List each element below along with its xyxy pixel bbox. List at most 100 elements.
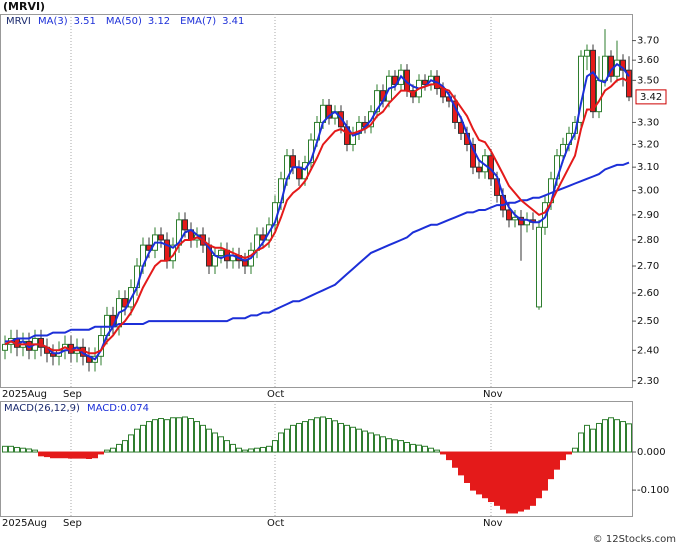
x-tick-label: Sep — [63, 518, 82, 529]
x-tick-label: Oct — [267, 518, 284, 529]
x-tick-label: Nov — [483, 389, 503, 400]
macd-bar — [554, 451, 560, 470]
legend-name: EMA(7) — [180, 16, 216, 27]
macd-bar — [74, 451, 80, 459]
macd-bar — [140, 424, 146, 453]
macd-bar — [476, 451, 482, 495]
candle-body — [290, 155, 296, 168]
macd-bar — [548, 451, 554, 480]
macd-bar — [524, 451, 530, 510]
macd-bar — [488, 451, 494, 503]
y-tick-label: 3.60 — [637, 55, 659, 66]
macd-bar — [110, 447, 116, 453]
macd-bar — [482, 451, 488, 499]
macd-bar — [326, 418, 332, 453]
candle-body — [584, 49, 590, 57]
y-tick-label: 3.00 — [637, 186, 659, 197]
y-tick-label: 2.60 — [637, 288, 659, 299]
macd-bar — [50, 451, 56, 459]
macd-bar — [284, 428, 290, 453]
legend-name: MA(50) — [106, 16, 142, 27]
x-tick-label: Sep — [63, 389, 82, 400]
macd-bar — [578, 432, 584, 453]
macd-bar — [530, 451, 536, 506]
macd-bar — [314, 417, 320, 453]
candle-body — [374, 90, 380, 113]
macd-bar — [242, 449, 248, 453]
macd-bar — [182, 416, 188, 453]
macd-bar — [398, 440, 404, 453]
candle-body — [620, 59, 626, 71]
candle-body — [302, 162, 308, 180]
macd-bar — [338, 422, 344, 453]
macd-bar — [374, 434, 380, 453]
y-tick-label: 2.40 — [637, 345, 659, 356]
macd-bar — [206, 428, 212, 453]
macd-bar — [188, 418, 194, 453]
legend-value: 3.41 — [222, 16, 244, 27]
y-tick-label: -0.100 — [637, 485, 669, 496]
macd-bar — [20, 447, 26, 453]
candle-body — [122, 298, 128, 308]
macd-bar — [608, 417, 614, 453]
macd-bar — [128, 434, 134, 453]
x-tick-label: 2025Aug — [2, 518, 47, 529]
candle-body — [164, 239, 170, 262]
macd-bar — [194, 421, 200, 453]
macd-bar — [614, 419, 620, 453]
macd-bar — [542, 451, 548, 491]
candle-body — [2, 343, 8, 351]
candle-body — [518, 216, 524, 226]
indicator-line — [5, 161, 630, 343]
candle-body — [614, 59, 620, 77]
macd-bar — [170, 417, 176, 453]
macd-bar — [320, 416, 326, 453]
macd-bar — [512, 451, 518, 514]
y-tick-label: 0.000 — [637, 447, 666, 458]
macd-bar — [248, 448, 254, 453]
candle-body — [626, 69, 632, 98]
legend-name: MA(3) — [38, 16, 68, 27]
macd-bar — [80, 451, 86, 459]
y-tick-label: 2.70 — [637, 261, 659, 272]
indicator-line — [4, 77, 630, 355]
x-tick-label: Oct — [267, 389, 284, 400]
candle-body — [590, 49, 596, 113]
macd-bar — [584, 424, 590, 453]
macd-bar — [158, 418, 164, 453]
candle-body — [158, 234, 164, 241]
macd-bar — [164, 419, 170, 453]
macd-bar — [86, 451, 92, 459]
candle-body — [218, 249, 224, 256]
macd-bar — [38, 451, 44, 457]
watermark: © 12Stocks.com — [593, 534, 676, 545]
macd-bar — [44, 451, 50, 458]
candle-body — [506, 209, 512, 221]
macd-bar — [590, 428, 596, 453]
y-tick-label: 3.10 — [637, 162, 659, 173]
macd-bar — [392, 439, 398, 453]
macd-bar — [500, 451, 506, 510]
candle-body — [608, 55, 614, 77]
macd-bar — [446, 451, 452, 461]
macd-bar — [278, 432, 284, 453]
macd-bar — [452, 451, 458, 468]
macd-bar — [308, 419, 314, 453]
macd-bar — [362, 430, 368, 453]
macd-bar — [176, 417, 182, 453]
indicator-line — [4, 62, 630, 361]
macd-bar — [296, 422, 302, 453]
y-tick-label: 3.30 — [637, 117, 659, 128]
macd-bar — [506, 451, 512, 514]
macd-bar — [416, 444, 422, 453]
macd-bar — [410, 443, 416, 453]
candle-body — [38, 337, 44, 348]
macd-bar — [152, 419, 158, 453]
macd-bar — [434, 449, 440, 453]
y-tick-label: 2.80 — [637, 235, 659, 246]
chart-title: (MRVI) — [3, 0, 45, 13]
macd-bar — [122, 440, 128, 453]
y-tick-label: 3.50 — [637, 75, 659, 86]
macd-bar — [290, 424, 296, 453]
candle-body — [458, 121, 464, 134]
